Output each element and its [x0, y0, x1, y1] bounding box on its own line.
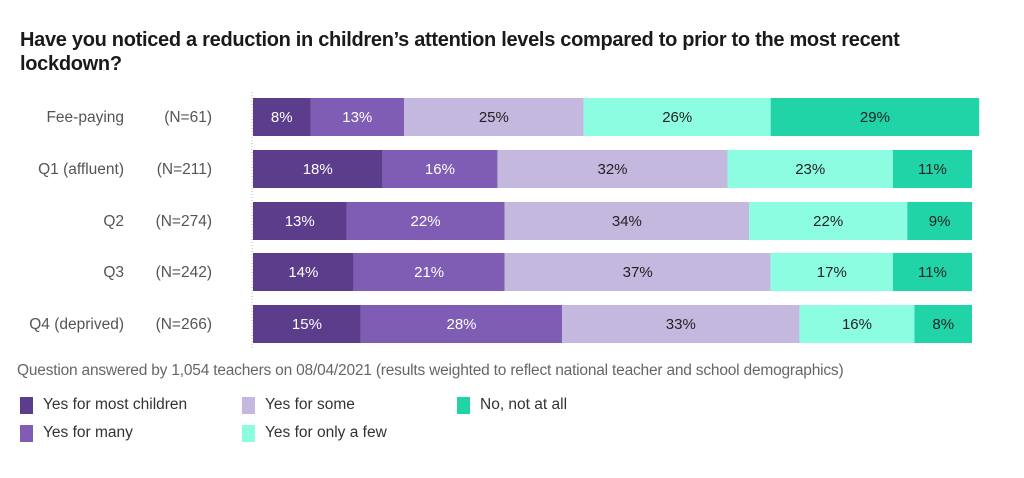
bar-value-label: 11% [918, 161, 947, 178]
bar-value-label: 16% [842, 316, 872, 333]
bar-segment [727, 150, 893, 188]
bar-value-label: 33% [666, 316, 696, 333]
bar-segment [253, 253, 354, 291]
legend-item: Yes for only a few [242, 424, 387, 442]
legend-swatch [242, 424, 255, 442]
category-label: Q1 (affluent) [38, 161, 124, 178]
bar-segment [892, 150, 972, 188]
bar-value-label: 9% [929, 213, 951, 230]
category-label: Q4 (deprived) [29, 316, 124, 333]
bar-value-label: 13% [342, 109, 372, 126]
bar-segment [403, 98, 584, 136]
bar-segment [504, 202, 750, 240]
bar-segment [497, 150, 728, 188]
legend-label: Yes for many [43, 424, 133, 441]
bar-segment [749, 202, 908, 240]
category-label: Q3 [103, 264, 124, 281]
bar-value-label: 22% [411, 213, 441, 230]
sample-size-label: (N=61) [164, 109, 212, 126]
bar-value-label: 8% [932, 316, 954, 333]
bar-value-label: 32% [597, 161, 627, 178]
bar-value-label: 13% [285, 213, 315, 230]
chart-title: Have you noticed a reduction in children… [20, 29, 900, 75]
bar-value-label: 8% [271, 109, 293, 126]
bar-segment [382, 150, 498, 188]
bar-value-label: 25% [479, 109, 509, 126]
legend-swatch [20, 424, 33, 442]
bar-value-label: 29% [860, 109, 890, 126]
bar-value-label: 28% [446, 316, 476, 333]
sample-size-label: (N=274) [156, 213, 212, 230]
bar-value-label: 17% [817, 264, 847, 281]
sample-size-label: (N=266) [156, 316, 212, 333]
bar-segment [353, 253, 505, 291]
bar-value-label: 37% [623, 264, 653, 281]
category-label: Fee-paying [46, 109, 124, 126]
bar-segment [892, 253, 972, 291]
legend-label: Yes for some [265, 396, 355, 413]
bar-segment [253, 202, 347, 240]
bar-segment [583, 98, 771, 136]
chart-note: Question answered by 1,054 teachers on 0… [17, 362, 844, 379]
bar-segment [504, 253, 771, 291]
legend-swatch [242, 396, 255, 414]
bar-segment [907, 202, 972, 240]
bar-value-label: 15% [292, 316, 322, 333]
bar-segment [360, 305, 563, 343]
bar-segment [914, 305, 972, 343]
legend-swatch [20, 396, 33, 414]
bar-segment [253, 150, 383, 188]
legend-label: No, not at all [480, 396, 568, 413]
bar-value-label: 26% [662, 109, 692, 126]
bar-value-label: 18% [303, 161, 333, 178]
bar-value-label: 11% [918, 264, 947, 281]
bar-value-label: 22% [813, 213, 843, 230]
bar-value-label: 23% [795, 161, 825, 178]
bar-segment [562, 305, 800, 343]
bar-value-label: 34% [612, 213, 642, 230]
bar-segment [770, 253, 893, 291]
sample-size-label: (N=242) [156, 264, 212, 281]
bar-segment [799, 305, 915, 343]
bar-segment [346, 202, 505, 240]
legend-label: Yes for most children [43, 396, 188, 413]
legend-item: Yes for most children [20, 396, 187, 414]
category-label: Q2 [103, 213, 124, 230]
bar-segment [253, 98, 311, 136]
bar-segment [253, 305, 361, 343]
legend-swatch [457, 396, 470, 414]
legend-item: Yes for many [20, 424, 133, 442]
bar-value-label: 16% [425, 161, 455, 178]
bar-value-label: 14% [288, 264, 318, 281]
legend-label: Yes for only a few [265, 424, 387, 441]
legend-item: No, not at all [457, 396, 567, 414]
bar-value-label: 21% [414, 264, 444, 281]
bar-segment [770, 98, 980, 136]
legend-item: Yes for some [242, 396, 355, 414]
sample-size-label: (N=211) [157, 161, 212, 178]
bar-segment [310, 98, 404, 136]
